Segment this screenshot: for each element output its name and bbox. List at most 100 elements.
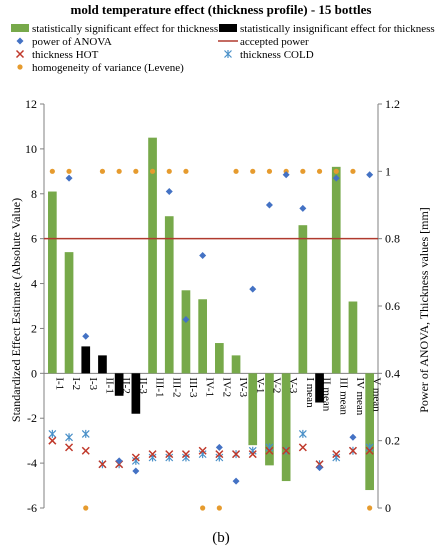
legend-swatch-bar [11,24,29,32]
y2-tick-label: 0.6 [385,299,400,313]
y2-tick-label: 0 [385,501,391,515]
category-label: V-3 [287,377,299,394]
category-label: II-3 [137,377,149,394]
effect-bar [231,355,241,374]
legend-swatch-asterisk [224,50,232,58]
chart-title: mold temperature effect (thickness profi… [71,2,372,17]
series-point-diamond [65,174,73,182]
legend-label: statistically insignificant effect for t… [240,23,435,35]
y-tick-label: 12 [25,97,37,111]
effect-bar [298,225,308,374]
series-point-diamond [182,315,190,323]
legend-label: accepted power [240,36,309,48]
series-point-x [148,450,157,459]
series-point-circle [200,505,206,511]
category-label: II mean [321,377,333,411]
y-tick-label: 2 [31,321,37,335]
series-point-circle [49,168,55,174]
category-label: IV-3 [237,377,249,397]
effect-bar [265,373,274,466]
effect-bar [114,373,124,396]
series-point-circle [149,168,156,174]
effect-bar [181,290,191,374]
effect-bar [331,166,341,374]
series-point-x [48,436,57,445]
category-label: III-3 [187,377,199,398]
series-point-diamond [199,252,207,259]
series-point-circle [266,168,273,174]
category-label: III mean [337,377,349,415]
series-point-diamond [299,204,307,212]
series-point-x [81,446,90,455]
series-point-x [165,450,174,459]
series-point-circle [367,505,373,511]
legend-swatch-diamond [16,37,24,45]
effect-bar [198,299,207,374]
category-label: II-2 [120,377,132,394]
series-point-circle [166,168,172,174]
series-point-x [248,450,257,459]
y2-axis-label: Power of ANOVA, Thickness values [mm] [417,207,431,413]
series-point-x [215,450,224,459]
series-point-diamond [366,171,374,179]
category-label: III-2 [170,377,182,397]
figure-caption: (b) [212,530,230,546]
series-point-asterisk [298,429,307,438]
y-tick-label: 4 [31,277,37,291]
effect-bar [281,373,291,482]
effect-bar [164,216,174,374]
legend-label: power of ANOVA [32,36,112,48]
series-point-x [232,450,241,459]
series-point-x [348,446,357,455]
y2-tick-label: 1 [385,164,391,178]
series-point-diamond [132,467,140,475]
effect-bar [148,137,157,374]
y2-tick-label: 0.4 [385,366,400,380]
series-point-diamond [316,464,324,472]
y-tick-label: -6 [27,501,37,515]
legend: statistically significant effect for thi… [11,23,435,74]
series-point-x [181,450,190,459]
category-label: I-1 [53,377,65,390]
category-label: IV mean [354,377,366,415]
series-point-circle [99,168,106,174]
series-point-circle [350,168,356,174]
series-point-circle [333,168,339,174]
category-label: I-3 [87,377,99,390]
series-point-circle [300,168,306,174]
series-point-circle [316,168,323,174]
effect-bar [348,301,358,374]
effect-bar [81,346,91,374]
series-point-circle [250,168,256,174]
series-point-x [365,446,374,455]
effect-bar [215,343,224,374]
effect-bar [131,373,141,414]
series-point-x [265,446,274,455]
series-point-asterisk [81,429,90,438]
series-point-diamond [215,443,223,451]
series-point-x [65,443,74,452]
effect-bar [315,373,324,403]
series-point-x [98,460,107,469]
series-point-asterisk [65,433,73,442]
effect-bar [248,373,258,446]
series-point-circle [66,168,72,174]
effect-bar [98,355,107,374]
category-label: I-2 [70,377,82,390]
legend-label: thickness COLD [240,49,314,61]
series-point-x [131,453,140,462]
category-label: II-1 [103,377,115,394]
category-label: V-2 [270,377,282,393]
series-point-diamond [332,174,340,182]
category-label: III-1 [154,377,166,397]
series-point-circle [233,168,239,174]
series-point-asterisk [48,429,57,438]
legend-label: homogeneity of variance (Levene) [32,62,184,74]
series-point-diamond [265,201,273,209]
category-label: V-1 [254,377,266,393]
plot-area: -6 -4 -2 0 2 4 6 8 10 12 0 0.2 0.4 0.6 0.8 1 1.2 I-1 I-2 I-… [25,97,400,515]
series-point-x [332,450,341,459]
category-label: IV-2 [220,377,232,397]
series-point-diamond [282,171,290,179]
y-tick-label: 8 [31,187,37,201]
